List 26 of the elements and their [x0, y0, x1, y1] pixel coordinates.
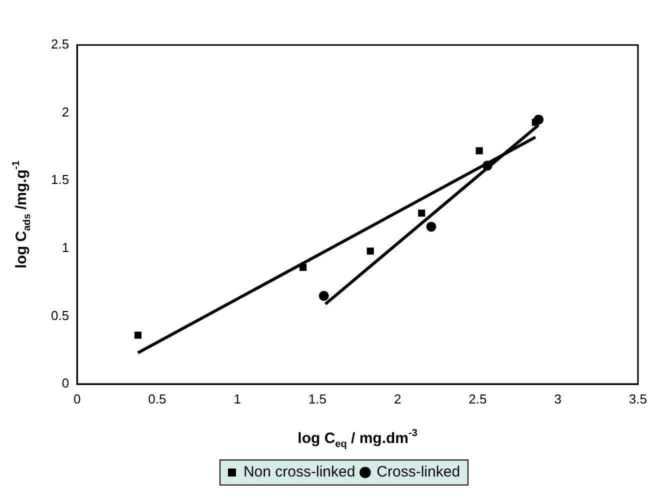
legend-label: Non cross-linked [243, 464, 356, 481]
legend-label: Cross-linked [376, 464, 460, 481]
y-tick-label: 1.5 [50, 172, 70, 188]
y-tick-label: 2.5 [50, 36, 70, 52]
x-tick-label: 1 [234, 391, 241, 406]
x-tick-label: 0.5 [148, 391, 166, 406]
y-tick-label: 0.5 [50, 308, 70, 323]
point [426, 222, 436, 232]
point [482, 160, 492, 171]
x-tick-label: 2 [394, 391, 402, 406]
x-tick-label: 3.5 [628, 391, 648, 406]
point [134, 332, 142, 339]
point [318, 290, 329, 301]
x-tick-label: 3 [554, 391, 562, 406]
x-tick-label: 0 [73, 391, 81, 406]
point [418, 210, 426, 217]
y-tick-label: 0 [62, 376, 70, 391]
y-axis-title: log Cads /mg.g-1 [10, 160, 33, 268]
point [366, 248, 374, 255]
point [532, 118, 539, 126]
y-tick-label: 1 [62, 240, 70, 255]
x-tick-label: 2.5 [468, 391, 487, 406]
point [299, 264, 307, 271]
point [476, 147, 483, 154]
x-tick-label: 1.5 [308, 391, 326, 406]
y-tick-label: 2 [62, 104, 70, 120]
